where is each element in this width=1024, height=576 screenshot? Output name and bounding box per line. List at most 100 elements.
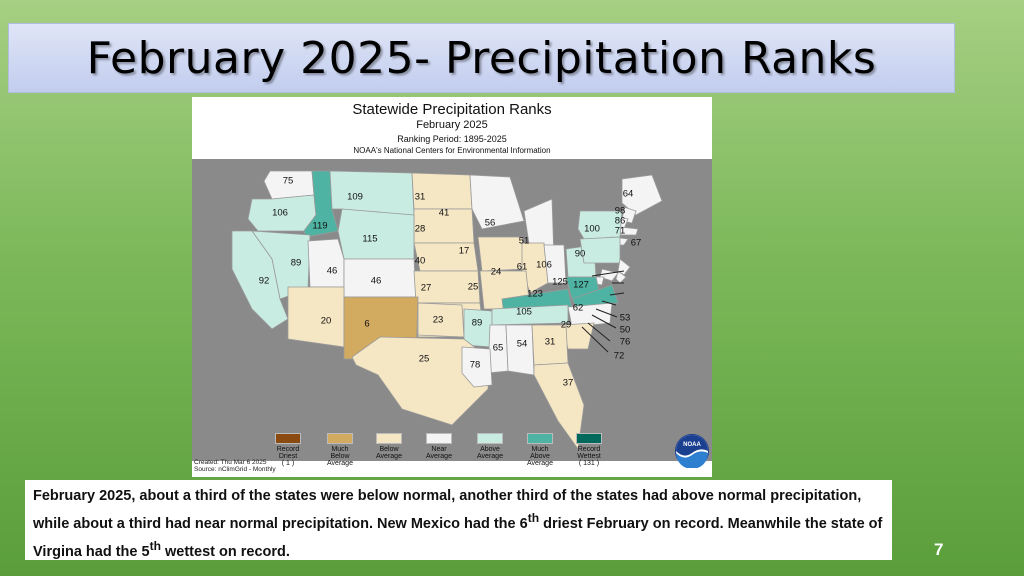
state-rank-label: 29 [561,320,572,331]
state-rank-label: 90 [575,249,586,260]
state-rank-label: 53 [620,313,631,324]
state-rank-label: 125 [552,277,568,288]
leader-line [595,308,618,318]
slide-title-bar: February 2025- Precipitation Ranks [8,23,955,93]
legend-swatch [376,433,402,444]
state-rank-label: 6 [364,319,369,330]
caption-box: February 2025, about a third of the stat… [25,480,892,560]
map-credits: Created: Thu Mar 6 2025 Source: nClimGri… [194,459,276,473]
state-rank-label: 65 [493,343,504,354]
state-rank-label: 25 [468,282,479,293]
state-rank-label: 75 [283,176,294,187]
map-period: Ranking Period: 1895-2025 [397,134,507,144]
map-subtitle: February 2025 [416,119,488,131]
legend-label: Much Above Average [527,446,553,467]
state-rank-label: 24 [491,267,502,278]
leader-line [609,292,625,296]
caption-part3: wettest on record. [160,543,290,560]
legend-sublabel: ( 131 ) [578,460,600,467]
state-region [567,302,613,328]
legend-label: Near Average [426,446,452,460]
state-region [521,242,549,294]
state-region [505,324,535,376]
leader-line [581,326,609,353]
state-rank-label: 51 [519,236,530,247]
state-rank-label: 78 [470,360,481,371]
created-date: Created: Thu Mar 6 2025 [194,459,267,466]
state-rank-label: 106 [536,260,552,271]
state-rank-label: 86 [615,216,626,227]
state-rank-label: 98 [615,206,626,217]
state-region [329,170,415,216]
state-rank-label: 76 [620,337,631,348]
state-region [307,238,345,288]
legend-item: Much Below Average [322,433,358,467]
legend-swatch [576,433,602,444]
map-legend: Record Driest( 1 ) Much Below Average Belo… [192,433,712,477]
state-rank-label: 31 [415,192,426,203]
state-rank-label: 89 [472,318,483,329]
state-rank-label: 46 [327,266,338,277]
state-rank-label: 119 [312,221,327,232]
state-region [461,346,493,388]
state-rank-label: 50 [620,325,631,336]
legend-swatch [477,433,503,444]
state-rank-label: 62 [573,303,584,314]
caption-part1: February 2025, about a third of the stat… [33,488,862,532]
state-rank-label: 20 [321,316,332,327]
legend-label: Above Average [477,446,503,460]
state-rank-label: 41 [439,208,450,219]
legend-label: Record Wettest [577,446,601,460]
legend-item: Record Driest( 1 ) [270,433,306,467]
state-rank-label: 17 [459,246,470,257]
state-rank-label: 40 [415,256,426,267]
state-rank-label: 28 [415,224,426,235]
leader-line [601,300,617,306]
state-rank-label: 92 [259,276,270,287]
state-region [621,174,663,216]
state-rank-label: 71 [615,226,626,237]
state-region [543,244,567,284]
data-source: Source: nClimGrid - Monthly [194,466,276,473]
state-rank-label: 27 [421,283,432,294]
leader-line [587,322,611,342]
legend-sublabel: ( 1 ) [281,460,295,467]
state-region [579,236,621,264]
legend-item: Much Above Average [522,433,558,467]
state-rank-label: 67 [631,238,642,249]
state-rank-label: 72 [614,351,625,362]
leader-line [591,270,625,277]
caption-part2: driest February on record. Meanwhile the… [33,515,883,560]
legend-label: Below Average [376,446,402,460]
precipitation-map-panel: Statewide Precipitation Ranks February 2… [192,97,712,477]
us-map: 75 106 119 109 31 41 28 115 56 51 64 98 86 71 100 67 89 9… [192,159,712,461]
state-rank-label: 37 [563,378,574,389]
state-rank-label: 109 [347,192,363,203]
state-region [533,362,585,451]
leader-line [591,314,617,329]
legend-swatch [527,433,553,444]
state-rank-label: 56 [485,218,496,229]
state-rank-label: 106 [272,208,288,219]
state-rank-label: 61 [517,262,528,273]
state-rank-label: 123 [527,289,543,300]
map-header: Statewide Precipitation Ranks February 2… [192,97,712,155]
state-rank-label: 54 [517,339,528,350]
svg-text:NOAA: NOAA [683,442,701,448]
legend-item: Above Average [472,433,508,460]
legend-label: Record Driest [276,446,300,460]
caption-text: February 2025, about a third of the stat… [33,485,884,563]
slide-title: February 2025- Precipitation Ranks [86,32,877,84]
noaa-logo: NOAA [675,434,709,468]
state-rank-label: 23 [433,315,444,326]
state-rank-label: 64 [623,189,634,200]
legend-item: Below Average [371,433,407,460]
state-region [571,284,619,308]
state-rank-label: 105 [516,307,532,318]
state-region [491,304,569,326]
caption-superscript: th [527,511,540,525]
state-rank-label: 100 [584,224,600,235]
legend-swatch [275,433,301,444]
state-rank-label: 115 [362,234,377,245]
